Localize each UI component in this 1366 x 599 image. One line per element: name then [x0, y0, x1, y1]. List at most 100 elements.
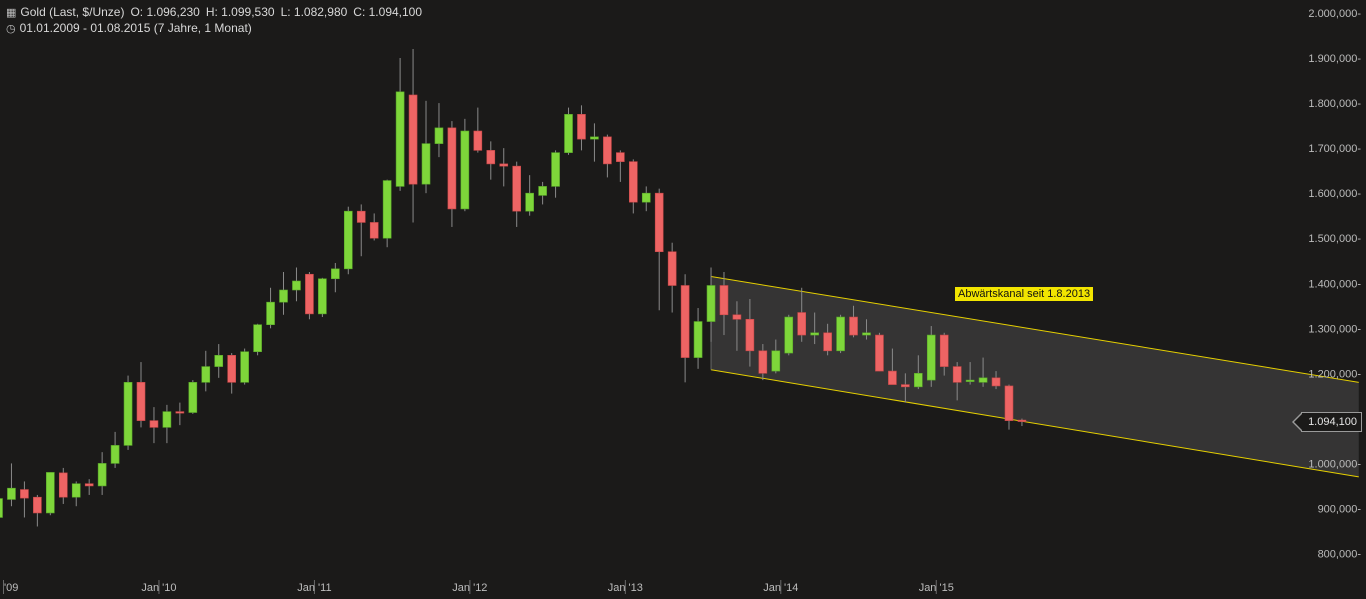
- candle: [84, 479, 94, 495]
- candle-body-up: [395, 91, 405, 187]
- channel-lower-line[interactable]: [710, 369, 1359, 478]
- candle-body-down: [369, 222, 379, 239]
- candle-body-up: [201, 366, 211, 383]
- candle-body-down: [473, 130, 483, 151]
- high-value: H: 1.099,530: [205, 5, 275, 19]
- candle-body-down: [577, 114, 586, 140]
- candle: [46, 472, 55, 516]
- candle: [58, 467, 68, 504]
- candle: [797, 287, 807, 342]
- y-tick-label: 1.300,000-: [1308, 323, 1361, 335]
- candle-body-down: [356, 210, 366, 223]
- candle: [641, 186, 651, 212]
- candle: [784, 314, 794, 356]
- candle-body-up: [590, 136, 599, 140]
- candle-body-up: [0, 498, 3, 518]
- candle-body-up: [97, 463, 107, 487]
- candle: [654, 188, 664, 311]
- candle: [901, 373, 910, 403]
- candle-body-up: [434, 127, 444, 144]
- candle-body-down: [797, 312, 807, 336]
- candle: [123, 375, 133, 450]
- candle: [1004, 384, 1014, 430]
- candle-body-down: [175, 411, 185, 414]
- channel-area: [711, 276, 1359, 477]
- low-value: L: 1.082,980: [280, 5, 348, 19]
- candle: [227, 353, 236, 394]
- candle: [447, 121, 457, 227]
- candle-body-up: [110, 445, 120, 464]
- channel-upper-line[interactable]: [710, 276, 1359, 383]
- candle: [926, 326, 936, 387]
- x-tick-label: Jan '14: [763, 582, 798, 594]
- candle: [266, 287, 275, 329]
- channel-annotation[interactable]: Abwärtskanal seit 1.8.2013: [955, 287, 1094, 301]
- candle-body-down: [603, 136, 612, 165]
- ohlc-values: O: 1.096,230 H: 1.099,530 L: 1.082,980 C: 1…: [124, 5, 422, 19]
- date-range[interactable]: ◷ 01.01.2009 - 01.08.2015 (7 Jahre, 1 Mon…: [6, 21, 252, 35]
- candles: [0, 49, 1027, 527]
- candle-body-down: [499, 163, 509, 167]
- candle: [512, 161, 522, 227]
- candle-body-down: [486, 150, 496, 165]
- candle-body-up: [46, 472, 55, 514]
- candle-body-down: [888, 370, 897, 385]
- candle-body-up: [188, 382, 198, 413]
- candle: [590, 123, 599, 162]
- channel: [710, 276, 1359, 478]
- candle: [136, 362, 146, 428]
- candle: [201, 350, 211, 392]
- y-tick-label: 1.400,000-: [1308, 278, 1361, 290]
- y-tick-label: 1.800,000-: [1308, 98, 1361, 110]
- candle-body-up: [266, 301, 275, 325]
- candle: [1017, 418, 1027, 427]
- candle-body-down: [719, 285, 729, 316]
- candle: [745, 299, 755, 367]
- candle-body-down: [680, 285, 690, 358]
- candle: [434, 103, 444, 158]
- candle-body-up: [784, 316, 794, 354]
- candle: [214, 344, 224, 378]
- candle: [7, 463, 16, 507]
- y-tick-label: 800,000-: [1318, 549, 1362, 561]
- candle: [331, 262, 340, 293]
- candle-body-up: [525, 192, 534, 212]
- candle: [162, 404, 172, 444]
- candle: [318, 277, 327, 318]
- candle: [20, 481, 29, 518]
- x-tick-label: Jan '11: [297, 582, 331, 594]
- y-axis: 2.000,000- 1.900,000- 1.800,000- 1.700,000-…: [1308, 8, 1361, 561]
- candle-body-down: [58, 472, 68, 498]
- candle: [0, 498, 3, 518]
- candle: [965, 362, 975, 385]
- candle-body-down: [408, 94, 418, 185]
- candle: [939, 332, 949, 376]
- y-tick-label: 1.500,000-: [1308, 233, 1361, 245]
- candle: [693, 308, 703, 369]
- instrument-header: ▦ Gold (Last, $/Unze) O: 1.096,230 H: 1.099…: [6, 5, 422, 19]
- candle-body-down: [1004, 385, 1014, 421]
- candle-body-down: [136, 382, 146, 421]
- candle: [603, 134, 612, 178]
- candle: [356, 204, 366, 257]
- clock-icon: ◷: [6, 23, 16, 35]
- candle-body-down: [512, 165, 522, 212]
- candle: [771, 339, 781, 374]
- chart-type-icon: ▦: [6, 7, 17, 19]
- candle-body-up: [7, 487, 16, 500]
- x-tick-label: Jan '12: [452, 582, 487, 594]
- candle: [460, 118, 470, 212]
- candle: [978, 357, 988, 387]
- candle-body-up: [123, 382, 133, 446]
- candle-body-up: [965, 379, 975, 382]
- candle-body-down: [952, 366, 962, 383]
- y-tick-label: 900,000-: [1318, 503, 1362, 515]
- y-tick-label: 2.000,000-: [1308, 8, 1361, 20]
- candle-body-down: [149, 420, 159, 428]
- candle: [823, 323, 832, 356]
- candle: [680, 274, 690, 383]
- candle-body-down: [447, 127, 457, 210]
- x-tick-label: Jan '15: [919, 582, 954, 594]
- x-tick-label: Jan '13: [608, 582, 643, 594]
